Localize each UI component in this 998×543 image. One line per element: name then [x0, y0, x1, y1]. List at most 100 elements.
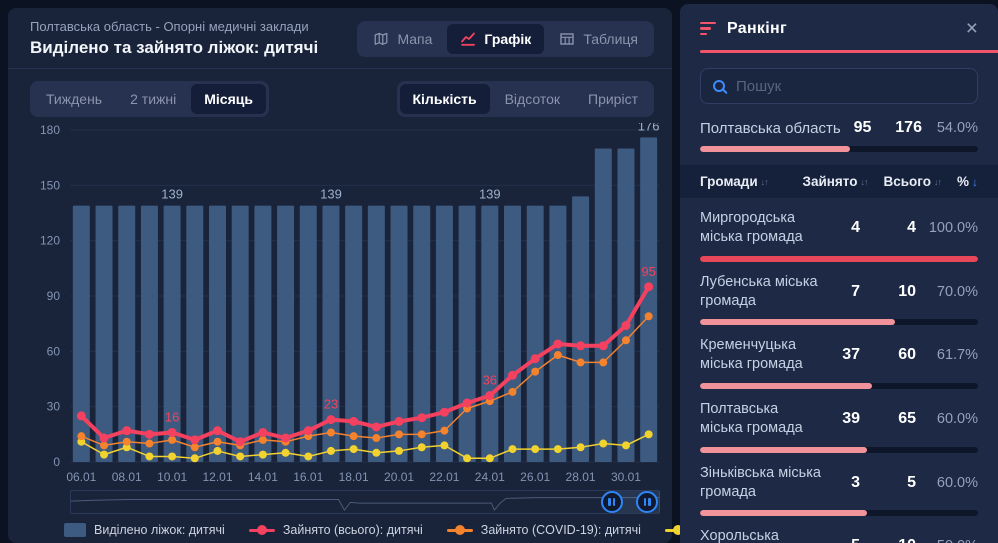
svg-text:120: 120 [40, 234, 60, 248]
chart-panel-titles: Полтавська область - Опорні медичні закл… [30, 19, 318, 58]
table-row[interactable]: Зіньківська міська громада 3 5 60.0% [700, 453, 978, 517]
region-occupied: 95 [853, 119, 872, 136]
hromada-total: 4 [907, 218, 916, 236]
svg-text:24.01: 24.01 [475, 470, 505, 483]
suspect-line-icon [664, 525, 691, 535]
navigator-handle-left[interactable] [600, 491, 623, 513]
search-box[interactable] [700, 68, 978, 104]
column-header-total[interactable]: Всього ↓↑ [883, 174, 942, 189]
search-input[interactable] [736, 77, 965, 95]
tab-metric-growth-label: Приріст [588, 91, 638, 107]
hromada-progress-fill [700, 510, 867, 517]
tab-table-label: Таблиця [583, 30, 638, 47]
legend-item-beds[interactable]: Виділено ліжок: дитячі [64, 523, 225, 537]
search-icon [713, 80, 725, 92]
svg-text:60: 60 [47, 344, 61, 358]
ranking-rows: Миргородська міська громада 4 4 100.0% Л… [700, 198, 978, 543]
hromada-progress-fill [700, 319, 895, 326]
covid-line-icon [446, 525, 473, 535]
svg-text:150: 150 [40, 178, 60, 192]
hromada-occupied: 4 [851, 218, 860, 236]
hromada-occupied: 3 [851, 473, 860, 491]
sort-descending-icon: ↓ [972, 174, 978, 189]
table-row[interactable]: Миргородська міська громада 4 4 100.0% [700, 198, 978, 262]
svg-text:20.01: 20.01 [384, 470, 414, 483]
tab-metric-growth[interactable]: Приріст [575, 84, 651, 114]
sort-icon: ↓↑ [860, 176, 868, 187]
ranking-icon[interactable] [700, 21, 716, 36]
tab-period-week[interactable]: Тиждень [33, 84, 115, 114]
column-header-percent[interactable]: % ↓ [957, 174, 978, 189]
navigator-preview [71, 497, 659, 512]
region-progress-track [700, 146, 978, 152]
chart-panel-header: Полтавська область - Опорні медичні закл… [8, 8, 672, 69]
ranking-title: Ранкінг [727, 19, 787, 37]
period-tab-group: Тиждень 2 тижні Місяць [30, 81, 269, 117]
tab-table[interactable]: Таблиця [546, 24, 651, 54]
column-total-label: Всього [883, 174, 931, 189]
breadcrumb: Полтавська область - Опорні медичні закл… [30, 19, 309, 34]
tab-chart[interactable]: Графік [447, 23, 545, 54]
column-percent-label: % [956, 174, 969, 189]
navigator-handle-right[interactable] [636, 491, 659, 513]
tab-period-month-label: Місяць [204, 91, 253, 107]
table-row[interactable]: Полтавська міська громада 39 65 60.0% [700, 389, 978, 453]
tab-chart-label: Графік [484, 30, 532, 47]
hromada-total: 10 [860, 537, 916, 543]
legend-item-covid[interactable]: Зайнято (COVID-19): дитячі [446, 523, 641, 537]
svg-text:06.01: 06.01 [66, 470, 96, 483]
hromada-name: Полтавська міська громада [700, 401, 803, 436]
page-title: Виділено та зайнято ліжок: дитячі [30, 38, 319, 57]
table-icon [559, 31, 575, 47]
hromada-occupied: 37 [842, 346, 860, 364]
tab-period-two-weeks[interactable]: 2 тижні [117, 84, 189, 114]
svg-text:16: 16 [165, 409, 179, 424]
tab-metric-percent-label: Відсоток [504, 91, 561, 107]
svg-text:23: 23 [324, 397, 338, 412]
svg-text:139: 139 [320, 187, 342, 202]
svg-text:14.01: 14.01 [248, 470, 278, 483]
tab-period-month[interactable]: Місяць [191, 84, 266, 114]
table-row[interactable]: Кременчуцька міська громада 37 60 61.7% [700, 325, 978, 390]
hromada-percent: 60.0% [936, 474, 978, 491]
column-occupied-label: Зайнято [802, 174, 858, 189]
total-line-icon [248, 525, 275, 535]
hromada-percent: 60.0% [936, 410, 978, 427]
tab-metric-count[interactable]: Кількість [399, 84, 490, 114]
hromada-name: Зіньківська міська громада [700, 464, 821, 500]
hromada-total: 65 [898, 409, 916, 427]
tab-map[interactable]: Мапа [360, 24, 445, 54]
hromada-name: Лубенська міська громада [700, 273, 818, 309]
svg-text:139: 139 [161, 187, 183, 202]
column-header-hromady[interactable]: Громади ↓↑ [700, 174, 769, 189]
tab-period-two-weeks-label: 2 тижні [130, 91, 177, 107]
hromada-total: 5 [907, 473, 916, 491]
chart-range-navigator[interactable] [70, 490, 660, 514]
svg-text:22.01: 22.01 [429, 470, 459, 483]
svg-text:139: 139 [479, 187, 501, 202]
column-hromady-label: Громади [700, 174, 758, 189]
region-total: 176 [895, 119, 922, 136]
hromada-progress-fill [700, 383, 872, 390]
tab-metric-count-label: Кількість [412, 91, 477, 107]
svg-text:36: 36 [483, 373, 497, 388]
tab-map-label: Мапа [397, 30, 433, 47]
svg-text:18.01: 18.01 [339, 470, 369, 483]
hromada-percent: 70.0% [936, 283, 978, 300]
hromada-percent: 100.0% [928, 219, 978, 236]
legend-item-total[interactable]: Зайнято (всього): дитячі [248, 523, 423, 537]
chart-controls: Тиждень 2 тижні Місяць Кількість Відсото… [8, 69, 672, 117]
region-percent: 54.0% [936, 120, 978, 136]
column-header-occupied[interactable]: Зайнято ↓↑ [802, 174, 869, 189]
hromada-name: Миргородська міська громада [700, 210, 803, 245]
hromada-occupied: 7 [851, 282, 860, 300]
table-row[interactable]: Лубенська міська громада 7 10 70.0% [700, 262, 978, 326]
svg-text:10.01: 10.01 [157, 470, 187, 483]
svg-text:176: 176 [638, 123, 660, 133]
table-row[interactable]: Хорольська міська громада 5 10 50.0% [700, 516, 978, 543]
tab-metric-percent[interactable]: Відсоток [492, 84, 573, 114]
close-icon[interactable]: × [965, 17, 978, 40]
svg-text:08.01: 08.01 [112, 470, 142, 483]
svg-text:0: 0 [53, 455, 60, 469]
region-summary[interactable]: Полтавська область 95 176 54.0% [700, 119, 978, 152]
